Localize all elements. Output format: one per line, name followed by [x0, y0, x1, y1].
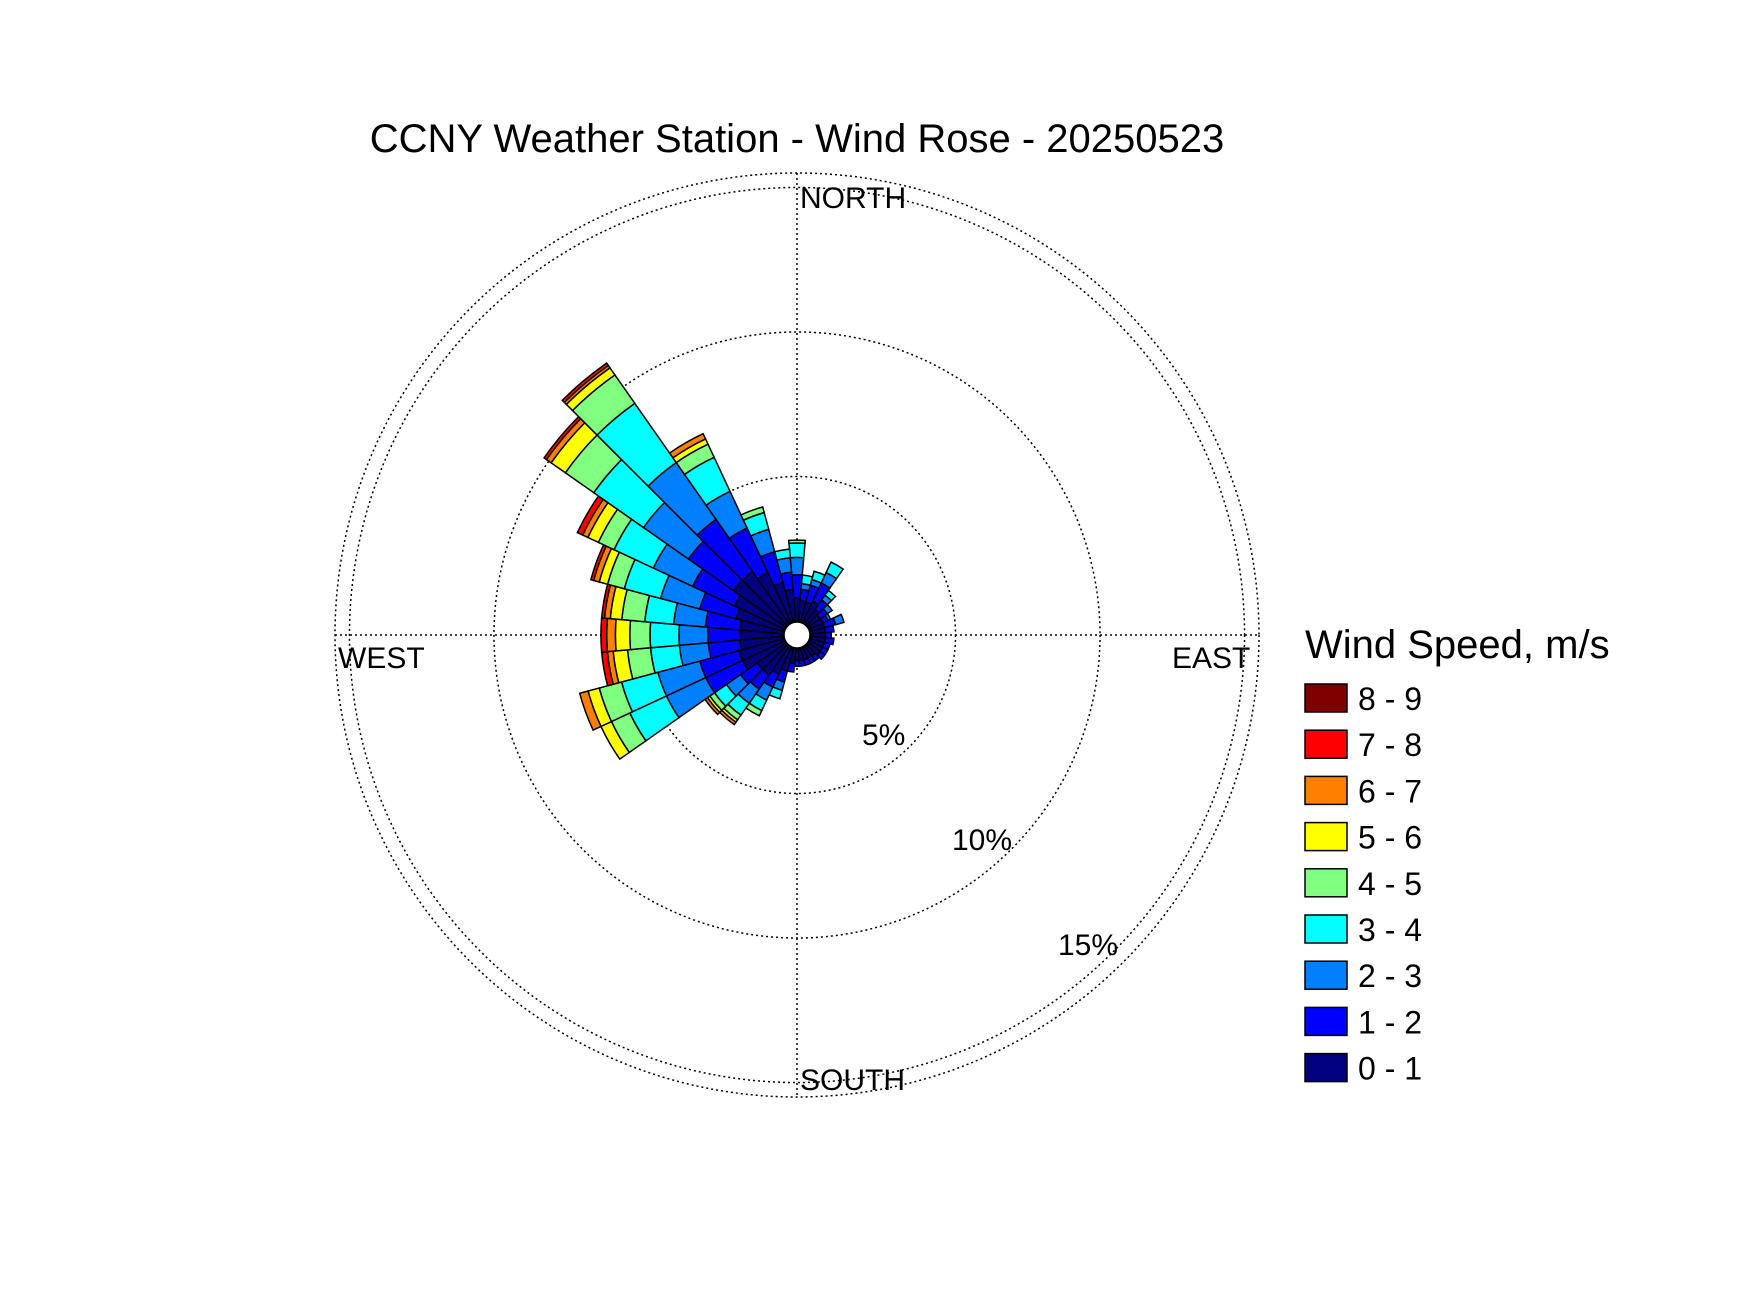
ring-label-10: 10%: [952, 824, 1012, 857]
sector-270-bin-6: [605, 617, 617, 653]
legend-swatch-2: [1304, 960, 1348, 990]
legend-label-8: 8 - 9: [1358, 681, 1422, 717]
sector-50-bin-2: [822, 603, 834, 615]
legend-label-3: 3 - 4: [1358, 912, 1422, 948]
legend-label-0: 0 - 1: [1358, 1051, 1422, 1087]
sector-0-bin-3: [788, 542, 806, 559]
legend-label-7: 7 - 8: [1358, 727, 1422, 763]
sector-270-bin-5: [614, 618, 632, 652]
west-label: WEST: [338, 642, 425, 675]
legend-label-1: 1 - 2: [1358, 1004, 1422, 1040]
chart-title: CCNY Weather Station - Wind Rose - 20250…: [370, 117, 1225, 161]
ring-labels: 5% 10% 15%: [862, 719, 1118, 962]
south-label: SOUTH: [800, 1064, 905, 1097]
legend: 8 - 9 7 - 8 6 - 7 5 - 6 4 - 5 3 - 4 2 - 3 1 - 2…: [1304, 681, 1422, 1087]
east-label: EAST: [1172, 642, 1250, 675]
legend-label-4: 4 - 5: [1358, 866, 1422, 902]
sector-270-bin-4: [629, 619, 652, 651]
legend-swatch-7: [1304, 729, 1348, 759]
ring-label-15: 15%: [1058, 929, 1118, 962]
legend-label-6: 6 - 7: [1358, 773, 1422, 809]
legend-swatch-5: [1304, 821, 1348, 852]
north-label: NORTH: [800, 182, 906, 215]
sector-320-bin-7: [561, 362, 610, 404]
sector-330-bin-6: [668, 432, 707, 459]
sector-80-bin-1: [823, 624, 835, 634]
legend-swatch-0: [1304, 1052, 1348, 1083]
legend-title: Wind Speed, m/s: [1305, 623, 1610, 667]
legend-swatch-4: [1304, 868, 1348, 898]
legend-swatch-8: [1304, 683, 1348, 713]
sector-340-bin-4: [740, 506, 766, 522]
legend-label-2: 2 - 3: [1358, 958, 1422, 994]
legend-swatch-1: [1304, 1006, 1348, 1037]
center-hole: [783, 621, 811, 649]
sector-270-bin-3: [649, 621, 681, 649]
sector-0-bin-4: [787, 539, 807, 545]
sector-40-bin-3: [823, 589, 837, 602]
sector-250-bin-6: [578, 690, 602, 732]
legend-label-5: 5 - 6: [1358, 820, 1422, 856]
sector-130-bin-1: [816, 650, 827, 661]
sector-270-bin-7: [600, 617, 609, 653]
legend-swatch-6: [1304, 775, 1348, 806]
legend-swatch-3: [1304, 914, 1348, 944]
ring-label-5: 5%: [862, 719, 905, 752]
sector-70-bin-2: [832, 613, 845, 626]
wind-sectors: [542, 362, 845, 761]
grid-ring-15: [348, 186, 1246, 1084]
sector-270-bin-2: [678, 623, 710, 647]
sector-350-bin-3: [773, 548, 792, 561]
sector-30-bin-3: [825, 561, 845, 580]
